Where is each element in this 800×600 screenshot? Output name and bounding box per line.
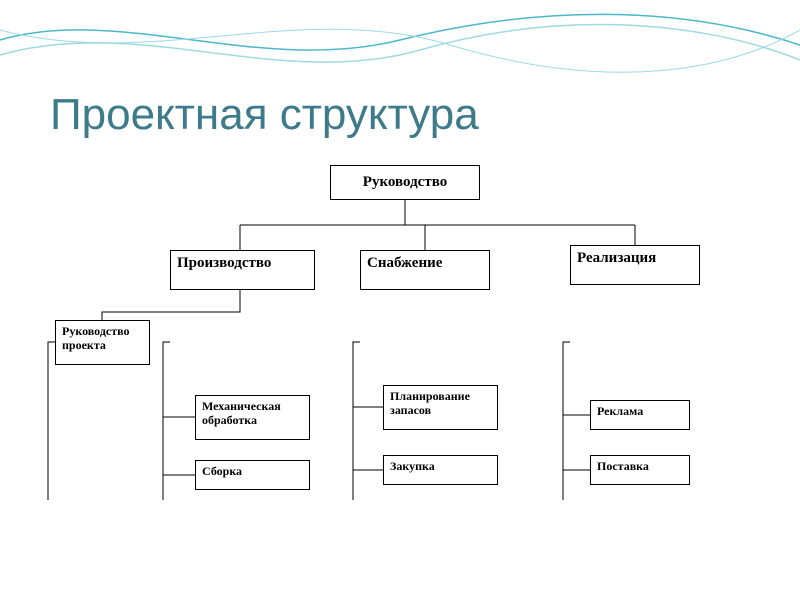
- node-assy: Сборка: [195, 460, 310, 490]
- node-supply: Снабжение: [360, 250, 490, 290]
- node-root: Руководство: [330, 165, 480, 200]
- node-pm: Руководство проекта: [55, 320, 150, 365]
- node-deliv: Поставка: [590, 455, 690, 485]
- node-adv: Реклама: [590, 400, 690, 430]
- node-sales: Реализация: [570, 245, 700, 285]
- node-mech: Механическая обработка: [195, 395, 310, 440]
- node-prod: Производство: [170, 250, 315, 290]
- node-buy: Закупка: [383, 455, 498, 485]
- node-plan: Планирование запасов: [383, 385, 498, 430]
- slide-title: Проектная структура: [50, 90, 479, 140]
- header-wave: [0, 0, 800, 90]
